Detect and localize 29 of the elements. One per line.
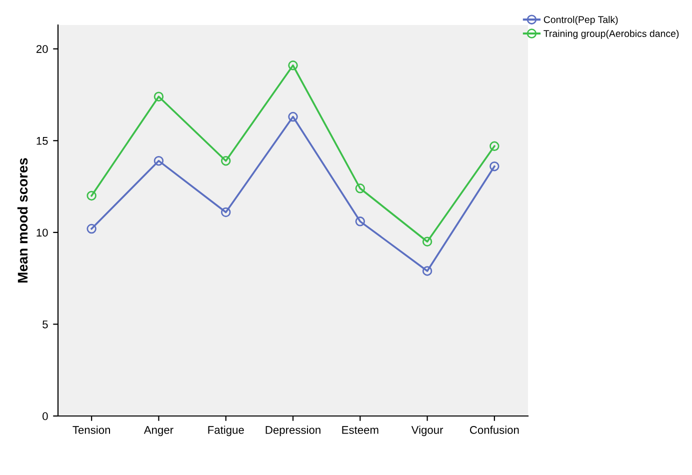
point — [154, 92, 164, 102]
point — [288, 112, 298, 122]
x-tick-label: Vigour — [411, 426, 444, 436]
x-tick-label: Anger — [144, 426, 174, 436]
point — [154, 156, 164, 166]
x-tick-label: Esteem — [342, 426, 378, 434]
x-tick-label: Fatigue — [208, 426, 244, 436]
y-tick-label: 10 — [36, 228, 48, 237]
x-tick-label: Confusion — [470, 426, 519, 434]
x-tick-label: Tension — [72, 426, 110, 434]
point — [355, 216, 366, 226]
legend-label: Training group(Aerobics dance) — [544, 30, 679, 39]
legend-label: Control(Pep Talk) — [544, 16, 618, 26]
y-axis-title: Mean mood scores — [17, 158, 28, 282]
point — [86, 224, 96, 234]
y-tick-label: 15 — [36, 137, 48, 145]
point — [220, 156, 231, 166]
point — [422, 236, 432, 246]
point — [86, 190, 96, 201]
y-tick-label: 0 — [42, 412, 48, 420]
x-tick-label: Depression — [266, 426, 320, 436]
y-tick-label: 20 — [36, 45, 48, 53]
point — [422, 266, 432, 276]
point — [355, 184, 366, 194]
point — [490, 161, 500, 172]
point — [490, 141, 500, 152]
y-tick-label: 5 — [42, 320, 48, 328]
point — [288, 60, 298, 70]
point — [220, 207, 231, 218]
